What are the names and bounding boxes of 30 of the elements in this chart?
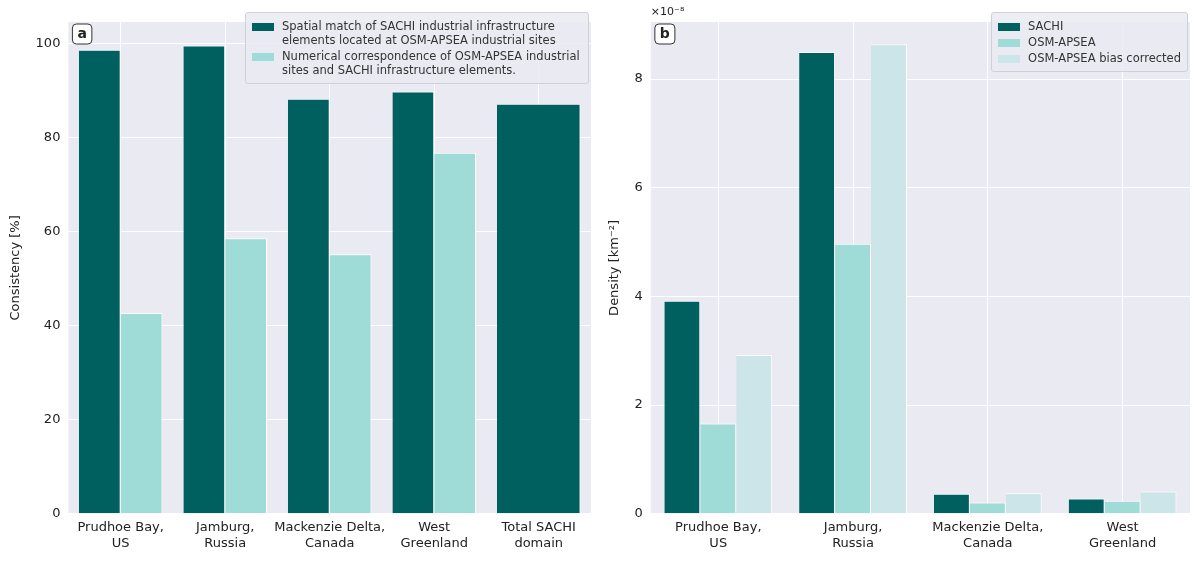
legend-label: Numerical correspondence of OSM-APSEA industrial sites and SACHI infrastructure elements.: [282, 49, 581, 77]
legend-label: SACHI: [1028, 19, 1064, 33]
y-tick-label: 6: [634, 179, 643, 195]
annotation: b: [659, 24, 670, 41]
x-tick-label: Mackenzie Delta, Canada: [274, 518, 386, 550]
y-tick-label: 20: [43, 411, 61, 427]
x-tick-label: Jamburg, Russia: [194, 518, 255, 550]
y-tick-label: 80: [43, 129, 61, 145]
legend-label: OSM-APSEA bias corrected: [1028, 51, 1181, 65]
y-tick-label: 8: [634, 70, 643, 86]
y-tick-label: 4: [634, 287, 643, 303]
x-tick-label: Prudhoe Bay, US: [675, 518, 762, 550]
x-tick-label: West Greenland: [1088, 518, 1157, 550]
y-tick-label: 2: [634, 396, 643, 412]
legend-label: Spatial match of SACHI industrial infrastructure elements located at OSM-APSEA industrial sites: [282, 19, 557, 47]
x-tick-label: Prudhoe Bay, US: [77, 518, 164, 550]
annotation: a: [77, 24, 87, 41]
text: ×10⁻⁸: [650, 5, 685, 19]
y-tick-label: 0: [634, 505, 643, 521]
x-tick-label: Total SACHI domain: [500, 518, 576, 550]
x-tick-label: Mackenzie Delta, Canada: [932, 518, 1044, 550]
x-tick-label: Jamburg, Russia: [822, 518, 883, 550]
y-tick-label: 0: [52, 505, 61, 521]
y-axis-title: Consistency [%]: [7, 215, 23, 321]
y-tick-label: 60: [43, 223, 61, 239]
y-tick-label: 40: [43, 317, 61, 333]
legend-label: OSM-APSEA: [1028, 35, 1096, 49]
x-tick-label: West Greenland: [400, 518, 468, 550]
y-tick-label: 100: [35, 35, 61, 50]
y-axis-title: Density [km⁻²]: [606, 219, 622, 316]
